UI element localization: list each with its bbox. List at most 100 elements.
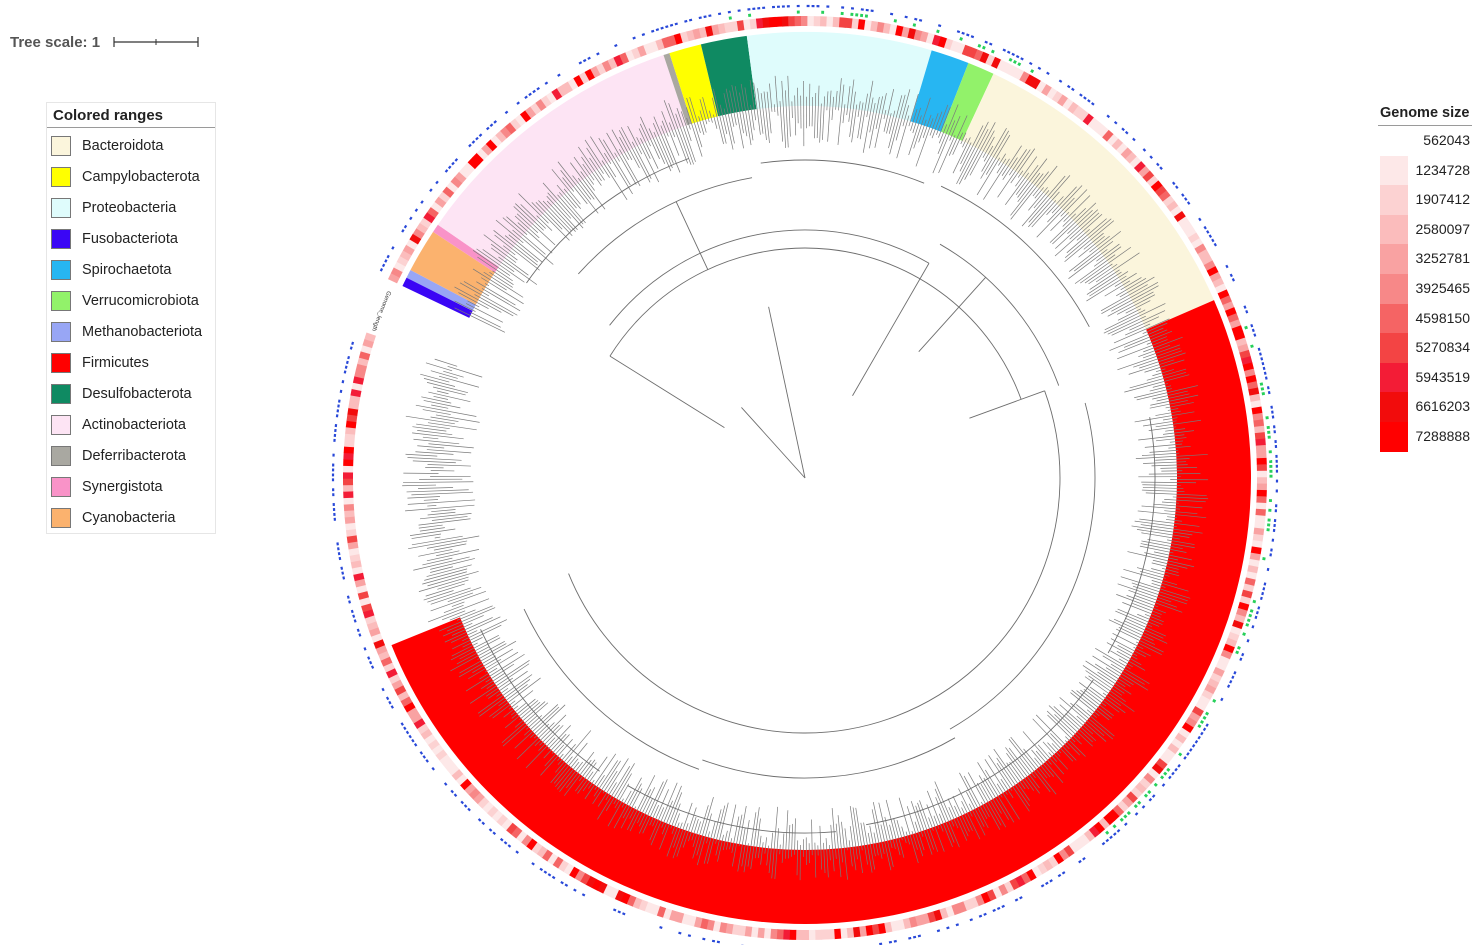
annotation-mark-blue: [908, 936, 912, 940]
tree-leaf: [1151, 568, 1180, 577]
annotation-mark-blue: [582, 58, 587, 63]
tree-leaf: [1088, 675, 1126, 703]
tree-leaf: [422, 571, 467, 585]
genome-size-cell: [1210, 672, 1222, 684]
genome-size-cell: [1250, 400, 1262, 409]
tree-leaf: [851, 104, 858, 143]
tree-leaf: [1001, 145, 1022, 176]
annotation-mark-blue: [504, 110, 509, 115]
tree-leaf: [638, 798, 653, 827]
legend-item: Firmicutes: [47, 347, 215, 378]
annotation-mark-blue: [341, 380, 345, 384]
genome-size-cell: [673, 33, 684, 45]
legend-item: Proteobacteria: [47, 192, 215, 223]
tree-leaf: [1049, 208, 1087, 243]
tree-branch: [760, 159, 925, 184]
tree-leaf: [425, 467, 444, 469]
tree-leaf: [1064, 220, 1115, 262]
tree-leaf: [1147, 538, 1195, 549]
genome-size-cell: [749, 18, 758, 30]
tree-leaf: [1103, 303, 1166, 334]
tree-leaf: [889, 94, 906, 155]
tree-leaf: [626, 775, 656, 830]
tree-leaf: [860, 822, 868, 865]
genome-size-cell: [711, 24, 720, 36]
genome-size-cell: [1244, 368, 1256, 378]
genome-size-cell: [397, 690, 410, 702]
tree-leaf: [636, 137, 660, 183]
tree-leaf: [1010, 148, 1036, 184]
legend-item: Methanobacteriota: [47, 316, 215, 347]
genome-size-cell: [687, 915, 697, 927]
genome-size-cell: [1255, 444, 1267, 453]
tree-leaf: [627, 125, 643, 155]
legend-swatch: [51, 135, 71, 156]
tree-leaf: [421, 396, 452, 404]
clade-range: [437, 55, 687, 267]
tree-leaf: [692, 821, 701, 848]
tree-leaf: [423, 378, 456, 387]
genome-size-cell: [794, 16, 802, 27]
genome-size-cell: [378, 650, 390, 661]
genome-size-cell: [343, 459, 354, 467]
annotation-mark-blue: [1263, 582, 1267, 586]
legend-item: Verrucomicrobiota: [47, 285, 215, 316]
annotation-mark-blue: [684, 19, 688, 23]
tree-leaf: [589, 157, 605, 181]
genome-size-cell: [540, 95, 552, 108]
tree-leaf: [1145, 492, 1207, 496]
annotation-mark-blue: [447, 165, 452, 170]
genome-size-value: 3925465: [1415, 279, 1470, 296]
tree-leaf: [605, 782, 617, 801]
tree-leaf: [1146, 368, 1187, 381]
annotation-mark-green: [1112, 824, 1117, 829]
tree-leaf: [959, 125, 984, 172]
tree-leaf: [1015, 165, 1039, 195]
genome-size-cell: [1008, 65, 1019, 78]
genome-size-cell: [412, 228, 425, 240]
tree-leaf: [883, 110, 887, 120]
tree-leaf: [1118, 627, 1156, 645]
tree-leaf: [1031, 200, 1057, 228]
tree-leaf: [1051, 186, 1077, 214]
genome-size-cell: [1009, 878, 1020, 891]
tree-leaf: [566, 751, 595, 789]
genome-size-cell: [1088, 825, 1101, 838]
tree-leaf: [504, 700, 539, 729]
annotation-mark-green: [1105, 830, 1110, 835]
genome-size-cell: [406, 239, 419, 250]
tree-leaf: [436, 550, 460, 557]
annotation-mark-blue: [408, 734, 412, 739]
genome-size-cell: [476, 148, 489, 161]
annotation-mark-blue: [688, 18, 693, 22]
annotation-mark-blue: [1175, 185, 1179, 190]
tree-leaf: [1161, 501, 1179, 504]
tree-leaf: [606, 132, 637, 185]
tree-leaf: [896, 115, 910, 159]
tree-leaf: [469, 663, 530, 704]
tree-leaf: [670, 803, 681, 829]
tree-leaf: [1059, 704, 1094, 735]
genome-size-cell: [863, 19, 873, 31]
tree-leaf: [838, 78, 842, 111]
tree-leaf: [996, 158, 1007, 174]
tree-leaf: [1151, 464, 1188, 467]
tree-leaf: [518, 193, 549, 224]
genome-size-cell: [399, 250, 412, 261]
annotation-mark-blue: [411, 738, 415, 743]
genome-size-cell: [458, 166, 471, 179]
tree-leaf: [1010, 736, 1057, 795]
tree-leaf: [773, 104, 776, 112]
genome-size-cell: [743, 19, 752, 31]
annotation-mark-blue: [468, 143, 472, 148]
genome-size-cell: [1057, 94, 1069, 107]
tree-leaf: [1142, 420, 1177, 427]
tree-leaf: [1116, 278, 1147, 297]
tree-leaf: [463, 281, 490, 297]
legend-swatch: [51, 383, 71, 404]
tree-leaf: [1048, 752, 1058, 762]
annotation-mark-green: [1237, 645, 1241, 650]
genome-size-cell: [1133, 161, 1146, 173]
genome-size-cell: [1030, 77, 1042, 90]
tree-leaf: [696, 797, 714, 856]
